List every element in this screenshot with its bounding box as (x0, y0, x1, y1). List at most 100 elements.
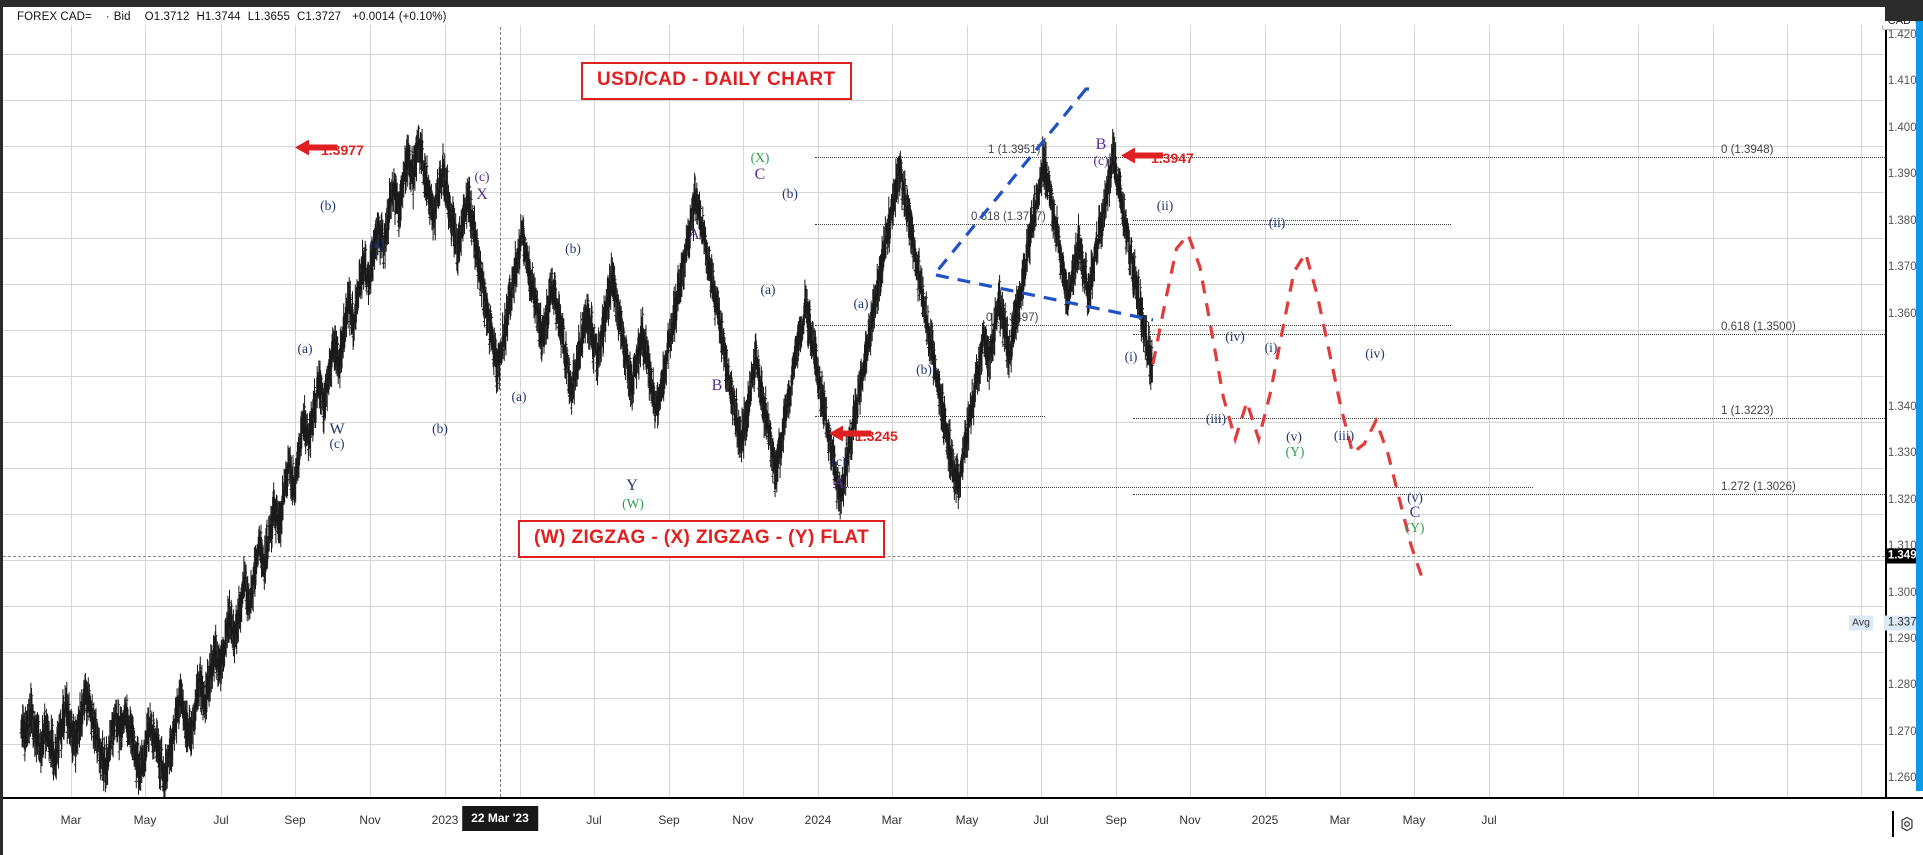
wave-label: (b) (320, 198, 336, 213)
fib-projection-line (1133, 334, 1885, 335)
gridline-horizontal (3, 606, 1885, 607)
gridline-vertical (1265, 7, 1266, 797)
wave-label: (W) (622, 496, 644, 511)
chart-title-callout: USD/CAD - DAILY CHART (581, 62, 852, 100)
gridline-horizontal (3, 284, 1885, 285)
gridline-vertical (967, 7, 968, 797)
date-tick: May (1402, 813, 1426, 827)
gridline-vertical (1116, 7, 1117, 797)
average-price-badge: 1.3375 (1883, 615, 1923, 631)
gridline-vertical (445, 7, 446, 797)
wave-label: (c) (474, 169, 490, 184)
fib-projection-label: 0 (1.3948) (1721, 144, 1774, 156)
date-axis[interactable]: Mar May Jul Sep Nov 2023 May Jul Sep Nov 2024 Mar Ma… (3, 797, 1923, 855)
wave-label: (iv) (1365, 346, 1385, 361)
gridline-horizontal (3, 238, 1885, 239)
gridline-horizontal (3, 376, 1885, 377)
wave-label: (iii) (1205, 411, 1227, 426)
wave-label: A (688, 226, 700, 243)
gridline-vertical (1638, 7, 1639, 797)
fib-level-line (833, 487, 1533, 488)
ohlc-bar-path (19, 124, 1154, 797)
gridline-vertical (1861, 7, 1862, 797)
wave-label: (a) (297, 341, 313, 356)
fib-projection-line (1133, 418, 1885, 419)
price-tick: 1.2600 (1887, 772, 1923, 785)
gridline-horizontal (3, 652, 1885, 653)
gridline-horizontal (3, 100, 1885, 101)
wave-label: (b) (565, 241, 581, 256)
gridline-vertical (71, 7, 72, 797)
gridline-horizontal (3, 698, 1885, 699)
price-tick: 1.4200 (1887, 28, 1923, 41)
wave-label: (b) (782, 186, 798, 201)
quote-high: H1.3744 (196, 11, 241, 23)
wave-label: (a) (511, 389, 527, 404)
wave-label: (a) (853, 296, 869, 311)
blue-trendlines (935, 87, 1154, 322)
price-tick: 1.4000 (1887, 121, 1923, 134)
gridline-vertical (295, 7, 296, 797)
quote-readout: FOREX CAD= · Bid O1.3712 H1.3744 L1.3655 C1.37… (3, 7, 1885, 25)
price-tick: 1.2700 (1887, 725, 1923, 738)
fib-level-label: 0 (1.3497) (986, 312, 1039, 324)
fib-level-line (815, 416, 1045, 417)
price-tick: 1.3200 (1887, 493, 1923, 506)
wave-label: (iii) (1333, 428, 1355, 443)
fib-projection-line (1133, 157, 1885, 158)
gridline-vertical (1787, 7, 1788, 797)
date-tick: Jul (213, 813, 229, 827)
wave-label: X (476, 186, 488, 203)
quote-instrument: FOREX CAD= (17, 11, 92, 23)
gridline-vertical (818, 7, 819, 797)
date-tick: Nov (1179, 813, 1201, 827)
swing-high-price-label: 1.3977 (321, 142, 364, 158)
gridline-horizontal (3, 192, 1885, 193)
fib-level-label: 1 (1.3951) (988, 144, 1041, 156)
quote-side: Bid (113, 11, 131, 23)
date-tick: Nov (359, 813, 381, 827)
wave-label: (Y) (1405, 520, 1425, 535)
wave-label: (c) (831, 454, 847, 469)
date-tick: Mar (881, 813, 903, 827)
date-tick: May (955, 813, 979, 827)
date-tick: Jul (1481, 813, 1497, 827)
fib-projection-line (1133, 494, 1885, 495)
date-tick: May (133, 813, 157, 827)
price-tick: 1.3300 (1887, 447, 1923, 460)
price-tick: 1.3700 (1887, 261, 1923, 274)
fib-projection-label: 1 (1.3223) (1721, 405, 1774, 417)
gridline-horizontal (3, 514, 1885, 515)
fib-level-line (815, 325, 1451, 326)
date-tick: Mar (1329, 813, 1351, 827)
price-series-canvas (19, 87, 1425, 797)
wave-label: A (833, 475, 845, 492)
date-tick: Jul (586, 813, 602, 827)
price-tick: 1.4100 (1887, 75, 1923, 88)
gridline-vertical (1190, 7, 1191, 797)
forecast-projection (1151, 231, 1425, 581)
gear-icon[interactable] (1892, 811, 1920, 837)
date-tick: 2023 (431, 813, 459, 827)
date-tick: 2024 (804, 813, 832, 827)
date-tick: Mar (60, 813, 82, 827)
last-price-line (3, 556, 1885, 557)
selected-date-badge: 22 Mar '23 (462, 806, 538, 831)
fib-projection-label: 1.272 (1.3026) (1721, 481, 1796, 493)
wave-label: (ii) (1268, 215, 1286, 230)
date-tick: Jul (1033, 813, 1049, 827)
quote-low: L1.3655 (247, 11, 290, 23)
gridline-horizontal (3, 560, 1885, 561)
vertical-scrollbar[interactable] (1916, 21, 1923, 791)
date-crosshair (500, 7, 501, 797)
fib-level-label: 0.618 (1.3777) (971, 211, 1046, 223)
gridline-horizontal (3, 54, 1885, 55)
price-tick: 1.3800 (1887, 214, 1923, 227)
date-tick: Sep (1105, 813, 1127, 827)
date-tick: Sep (658, 813, 680, 827)
fib-level-line (1133, 220, 1358, 221)
wave-label: Y (626, 477, 638, 494)
quote-separator: · (105, 11, 110, 23)
chart-plot-area[interactable]: 1 (1.3951) 0.618 (1.3777) 0 (1.3497) 0 (… (3, 7, 1885, 797)
